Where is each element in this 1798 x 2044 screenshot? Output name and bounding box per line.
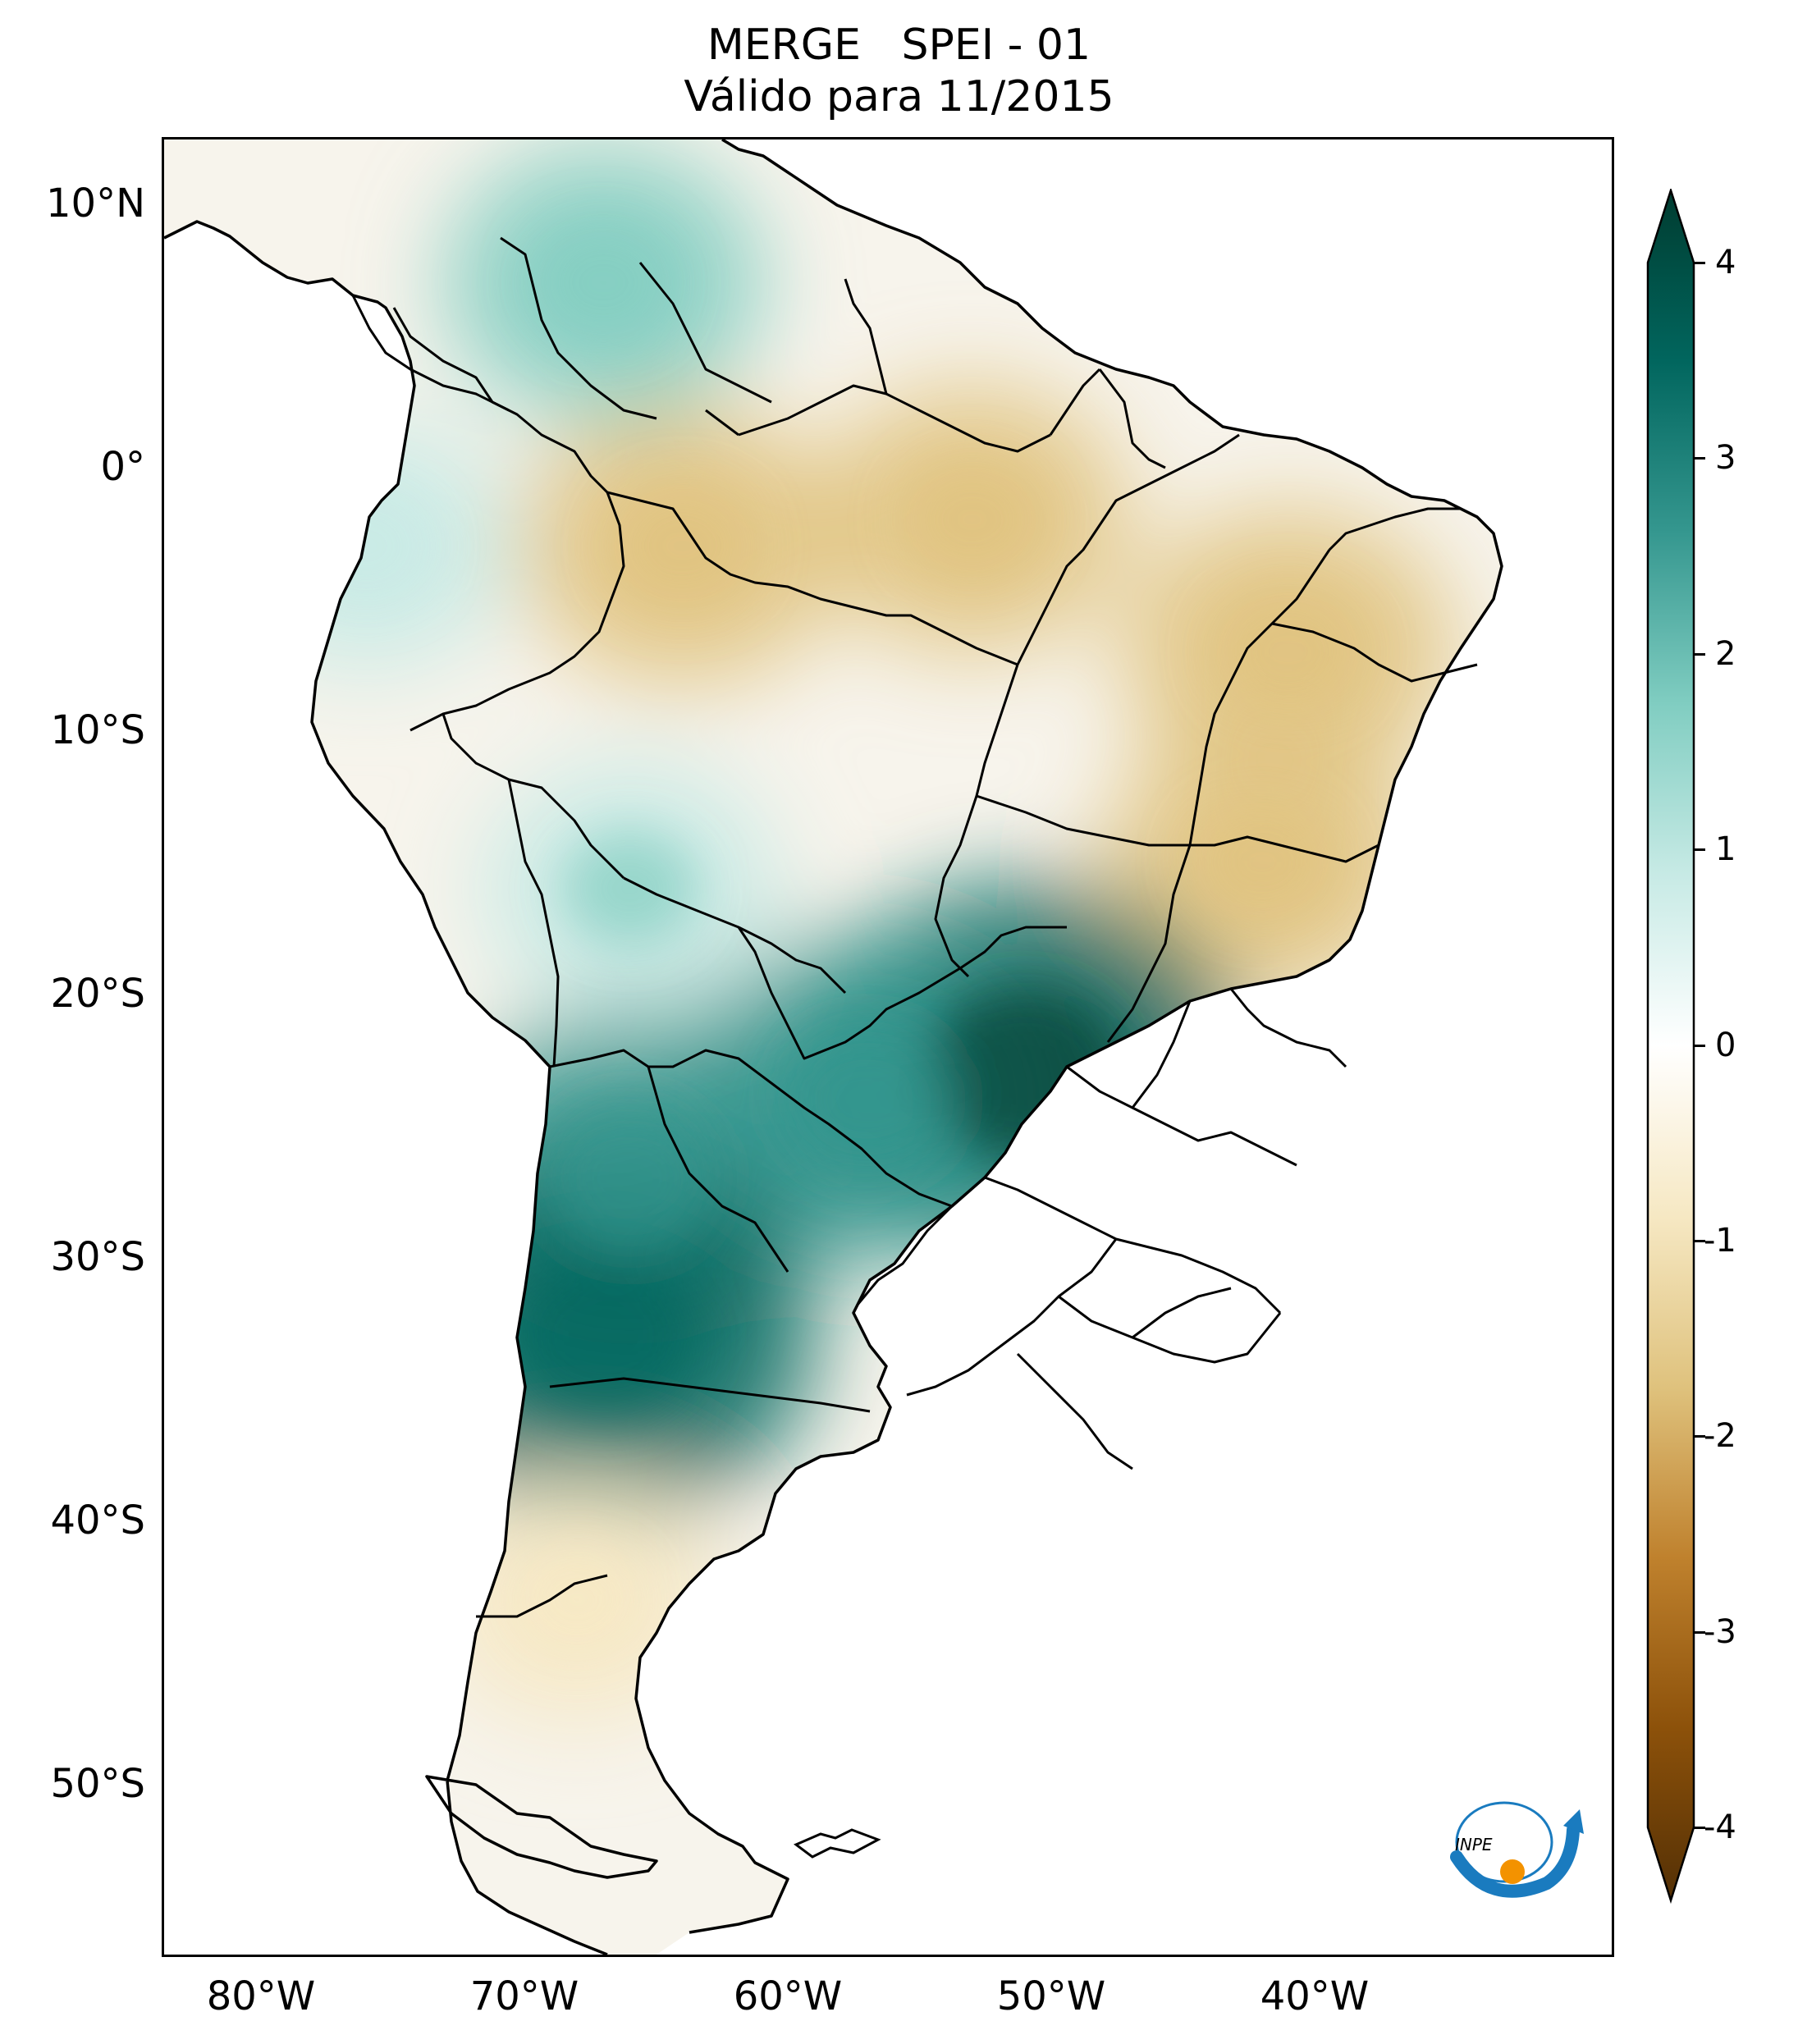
colorbar-tick-label: -2: [1704, 1417, 1736, 1456]
colorbar-tick-mark: [1694, 1044, 1705, 1047]
border-line: [1016, 1352, 1133, 1470]
spei-field: [164, 139, 1502, 1955]
colorbar-tick-label: 3: [1715, 439, 1736, 478]
spei-core-venezuela-wet: [531, 221, 676, 345]
map-title-line2: Válido para 11/2015: [684, 72, 1114, 121]
continent-outline: [164, 139, 1503, 1955]
border-line: [606, 491, 1018, 666]
border-line: [549, 1049, 953, 1208]
falkland-islands: [794, 1828, 881, 1859]
border-line: [1229, 988, 1347, 1068]
spei-core-ecuador-peru-wet: [300, 490, 432, 602]
colorbar-tick-label: 1: [1715, 830, 1736, 869]
border-line: [647, 1066, 789, 1273]
border-line: [476, 1574, 608, 1618]
latitude-label: 20°S: [50, 971, 145, 1017]
border-line: [507, 779, 560, 1068]
border-line: [984, 1176, 1282, 1315]
latitude-label: 40°S: [50, 1498, 145, 1543]
country-state-borders: [351, 236, 1478, 1618]
border-line: [705, 409, 739, 437]
longitude-label: 60°W: [733, 1973, 843, 2019]
border-line: [1149, 835, 1379, 863]
spei-core-northwest-argentina-wet: [541, 1101, 719, 1255]
inpe-logo: INPE: [1450, 1801, 1584, 1898]
svg-text:INPE: INPE: [1455, 1835, 1493, 1854]
map-title-line1: MERGE SPEI - 01: [707, 21, 1091, 70]
border-line: [351, 295, 510, 412]
longitude-label: 50°W: [996, 1973, 1106, 2019]
border-line: [737, 926, 1067, 1060]
spei-core-paraguay-wet: [780, 1024, 954, 1174]
map-canvas: [164, 139, 1503, 1955]
border-line: [1066, 1065, 1297, 1167]
border-line: [441, 713, 625, 880]
colorbar: [1646, 189, 1695, 1904]
border-line: [638, 262, 772, 404]
latitude-label: 10°S: [50, 707, 145, 753]
border-line: [1058, 1295, 1282, 1364]
border-line: [1131, 1000, 1192, 1109]
border-line: [500, 236, 657, 420]
border-line: [906, 1238, 1118, 1397]
longitude-label: 70°W: [469, 1973, 579, 2019]
colorbar-tick-mark: [1694, 848, 1705, 852]
latitude-label: 0°: [100, 444, 145, 490]
map-area: [162, 137, 1614, 1957]
border-line: [1328, 507, 1461, 551]
spei-core-central-argentina-wet: [505, 1251, 702, 1422]
colorbar-tick-label: -4: [1704, 1809, 1736, 1846]
longitude-label: 40°W: [1260, 1973, 1370, 2019]
spei-core-amapa-para-dry: [901, 459, 1043, 580]
colorbar-tick-mark: [1694, 1630, 1705, 1634]
spei-core-patagonia-dry: [511, 1543, 643, 1656]
border-line: [856, 1205, 954, 1306]
border-line: [1271, 622, 1478, 683]
spei-core-northeast-brazil-dry: [1212, 586, 1364, 716]
border-line: [934, 795, 978, 978]
border-line: [1188, 549, 1331, 846]
spei-core-parana-sao-paulo-wet: [922, 984, 1127, 1161]
border-line: [844, 278, 888, 395]
latitude-label: 30°S: [50, 1234, 145, 1280]
spei-core-bolivia-wet: [562, 830, 698, 946]
colorbar-tick-mark: [1694, 457, 1705, 460]
border-line: [1016, 433, 1240, 665]
colorbar-tick-label: -1: [1704, 1221, 1736, 1260]
colorbar-tick-mark: [1694, 262, 1705, 264]
colorbar-tick-mark: [1694, 1239, 1705, 1242]
border-line: [1049, 368, 1101, 436]
border-line: [738, 384, 1051, 453]
border-line: [1098, 368, 1166, 469]
latitude-label: 50°S: [50, 1761, 145, 1807]
colorbar-tick-label: 2: [1715, 634, 1736, 673]
border-line: [975, 664, 1190, 847]
colorbar-tick-label: 4: [1715, 244, 1736, 281]
colorbar-tick-mark: [1694, 1435, 1705, 1438]
colorbar-tick-mark: [1694, 1827, 1705, 1829]
border-line: [623, 876, 847, 995]
colorbar-tick-label: 0: [1715, 1026, 1736, 1064]
border-line: [549, 1377, 871, 1413]
latitude-label: 10°N: [46, 181, 145, 226]
longitude-label: 80°W: [206, 1973, 316, 2019]
border-line: [409, 492, 625, 732]
colorbar-tick-label: -3: [1704, 1612, 1736, 1651]
spei-core-northern-amazon-dry: [608, 482, 757, 610]
border-line: [1132, 1287, 1232, 1339]
colorbar-tick-mark: [1694, 652, 1705, 656]
spei-core-bahia-minas-dry: [1189, 800, 1334, 924]
border-line: [1106, 844, 1192, 1043]
